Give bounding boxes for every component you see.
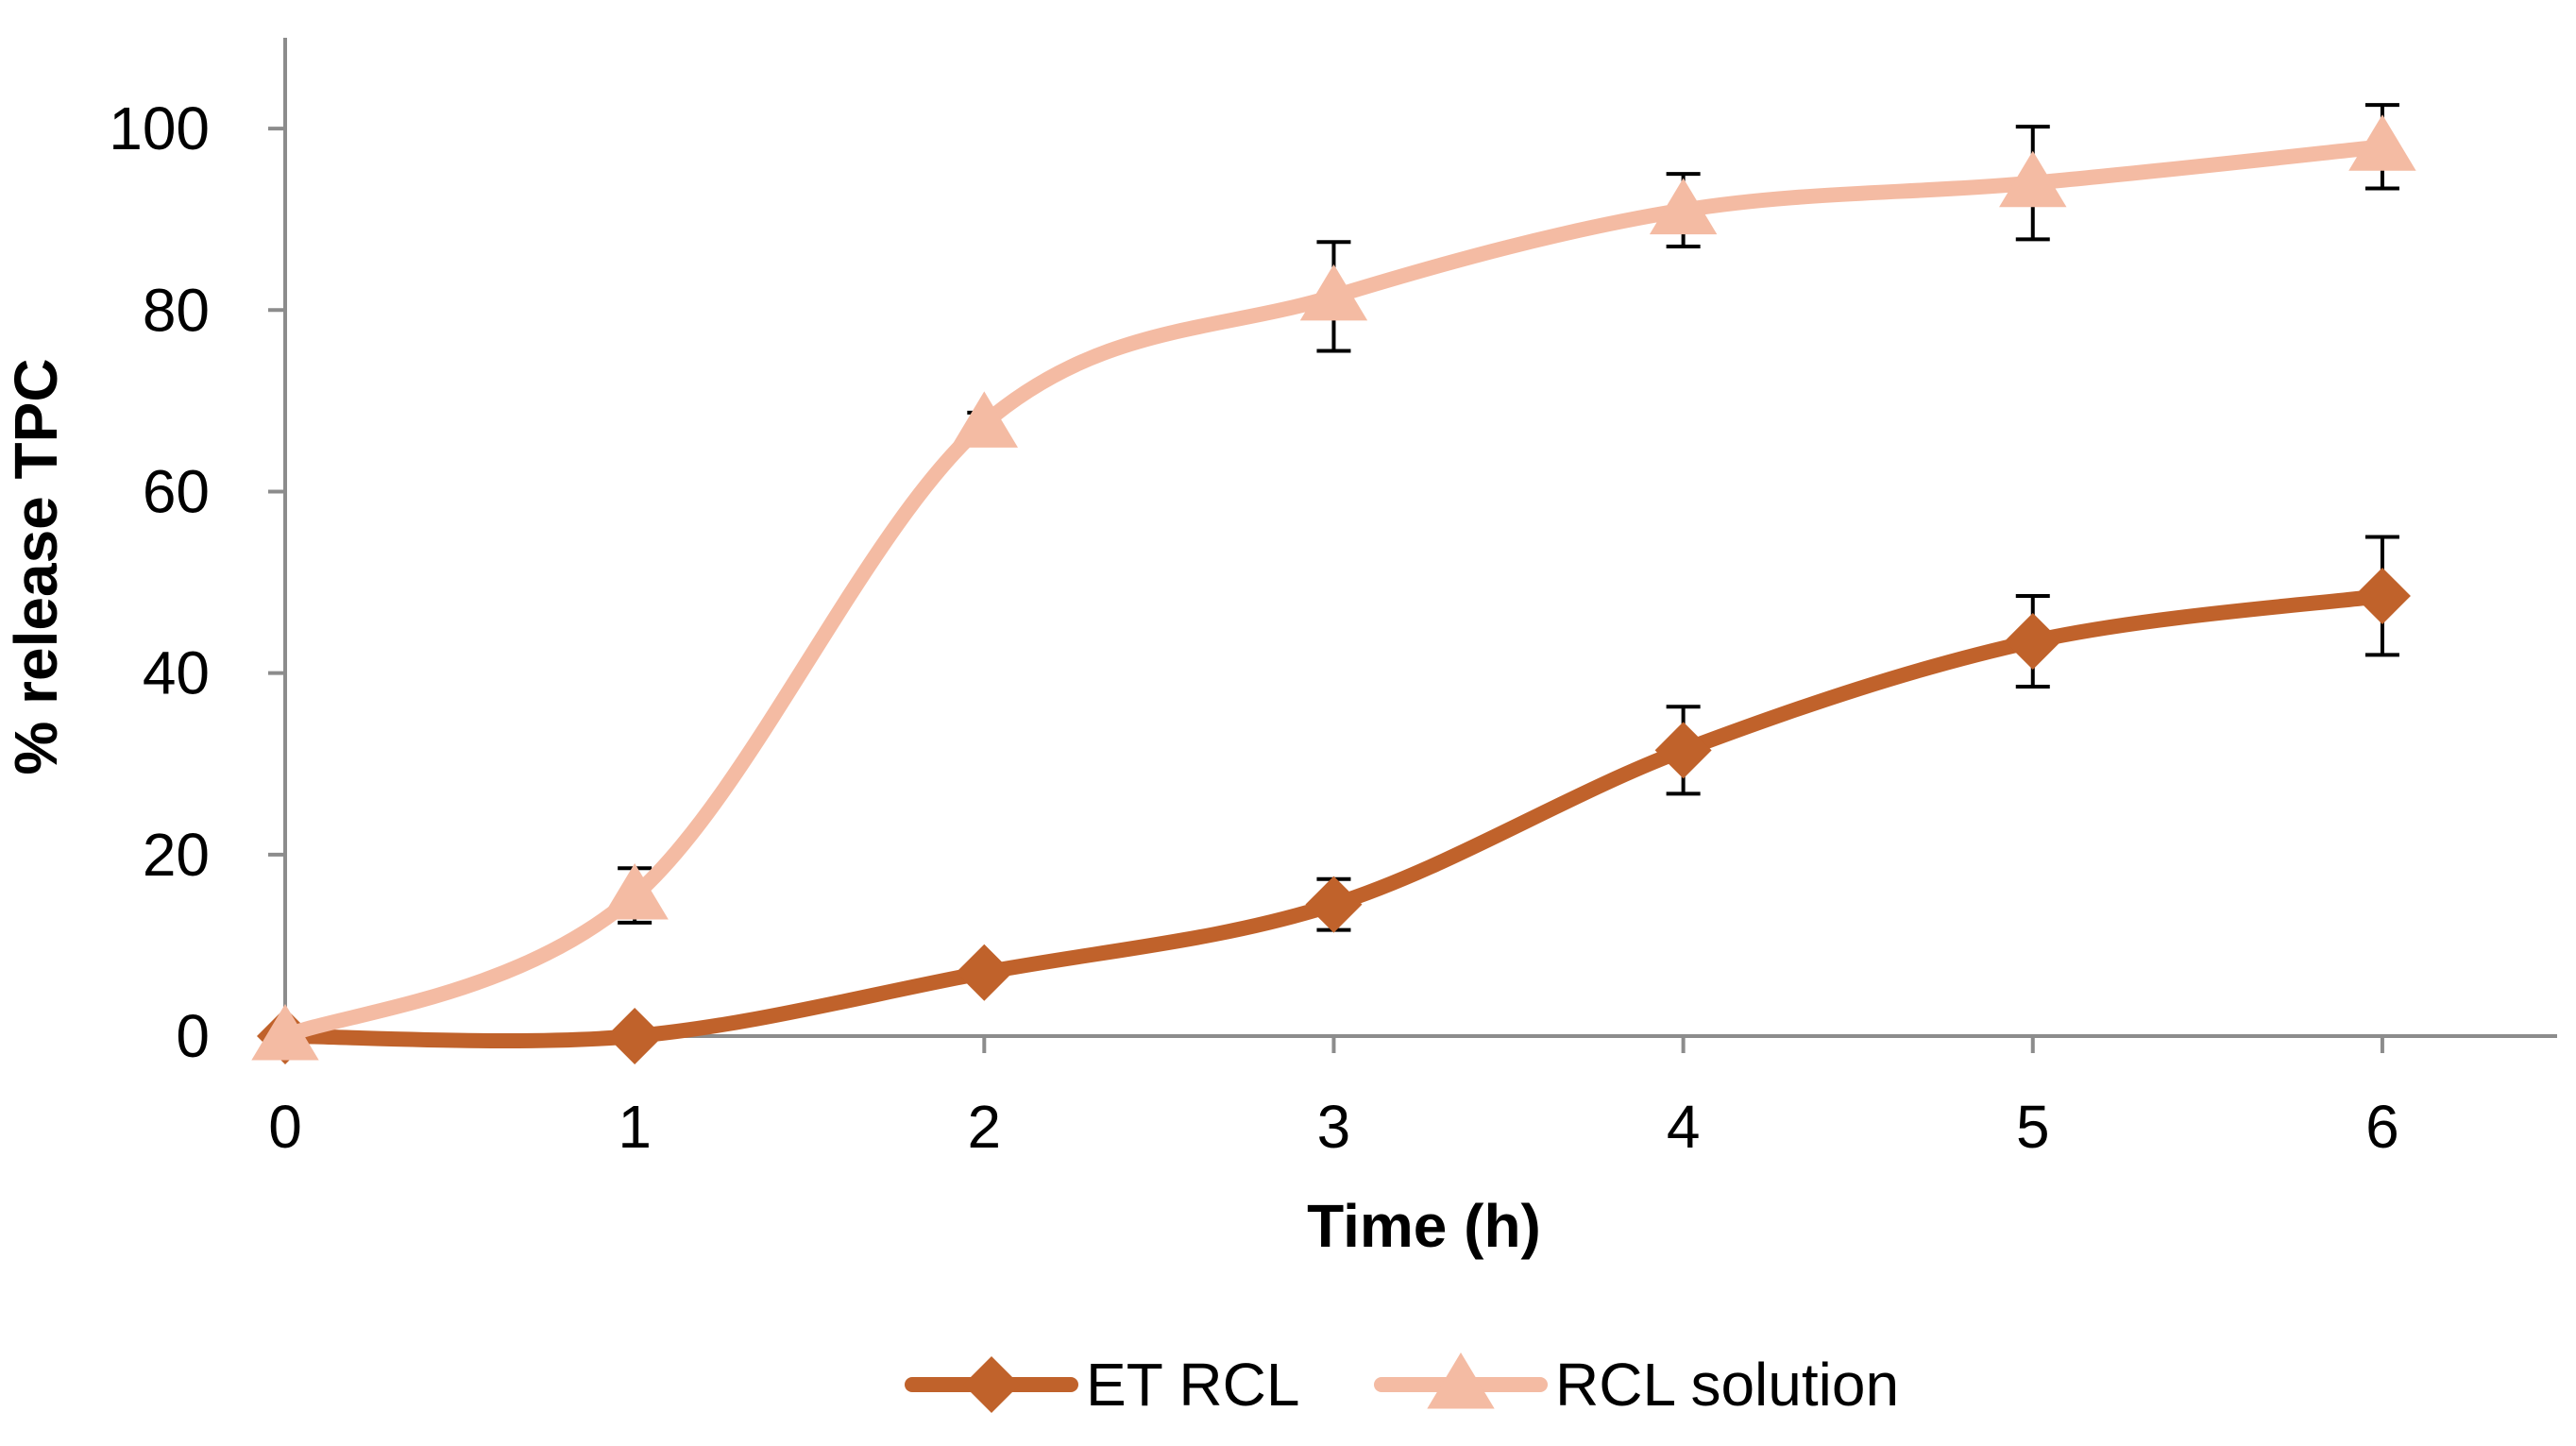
x-tick-label: 5 xyxy=(2016,1093,2050,1161)
x-tick-label: 1 xyxy=(618,1093,652,1161)
x-tick-label: 2 xyxy=(968,1093,1002,1161)
y-tick-label: 20 xyxy=(143,821,210,889)
data-point-rcl-solution xyxy=(1999,150,2067,208)
data-point-et-rcl xyxy=(2004,613,2061,671)
y-tick-label: 60 xyxy=(143,457,210,525)
data-point-rcl-solution xyxy=(2348,114,2416,171)
x-tick-label: 0 xyxy=(268,1093,302,1161)
legend-marker xyxy=(1427,1352,1495,1409)
data-point-et-rcl xyxy=(606,1008,664,1064)
data-point-rcl-solution xyxy=(601,863,669,920)
data-point-rcl-solution xyxy=(1649,178,1718,235)
x-tick-label: 3 xyxy=(1317,1093,1351,1161)
x-tick-label: 4 xyxy=(1667,1093,1701,1161)
series-et-rcl xyxy=(257,567,2411,1064)
y-axis-title: % release TPC xyxy=(2,358,70,774)
data-point-et-rcl xyxy=(956,944,1013,1001)
legend-label: ET RCL xyxy=(1086,1351,1299,1419)
data-point-rcl-solution xyxy=(950,391,1019,448)
legend-label: RCL solution xyxy=(1555,1351,1899,1419)
data-point-rcl-solution xyxy=(251,1004,319,1061)
x-axis-title: Time (h) xyxy=(1307,1192,1541,1260)
data-point-et-rcl xyxy=(2353,567,2411,624)
data-point-et-rcl xyxy=(1305,876,1363,933)
error-bars-et-rcl xyxy=(1316,535,2399,932)
legend: ET RCL RCL solution xyxy=(905,1351,1899,1419)
y-tick-label: 40 xyxy=(143,639,210,707)
y-tick-label: 0 xyxy=(176,1002,210,1070)
y-tick-label: 80 xyxy=(143,276,210,344)
x-ticks: 0 1 2 3 4 5 6 xyxy=(268,1036,2399,1161)
legend-item-et-rcl: ET RCL xyxy=(905,1351,1299,1419)
data-point-rcl-solution xyxy=(1299,264,1368,321)
y-tick-label: 100 xyxy=(109,94,210,162)
y-ticks: 0 20 40 60 80 100 xyxy=(109,94,285,1070)
error-bars-rcl-solution xyxy=(618,103,2399,925)
x-tick-label: 6 xyxy=(2365,1093,2399,1161)
legend-marker xyxy=(963,1356,1020,1413)
series-line-et-rcl xyxy=(278,587,2390,1048)
legend-item-rcl-solution: RCL solution xyxy=(1374,1351,1899,1419)
series-layer xyxy=(251,103,2416,1064)
data-point-et-rcl xyxy=(1654,722,1712,779)
series-rcl-solution xyxy=(251,114,2416,1061)
